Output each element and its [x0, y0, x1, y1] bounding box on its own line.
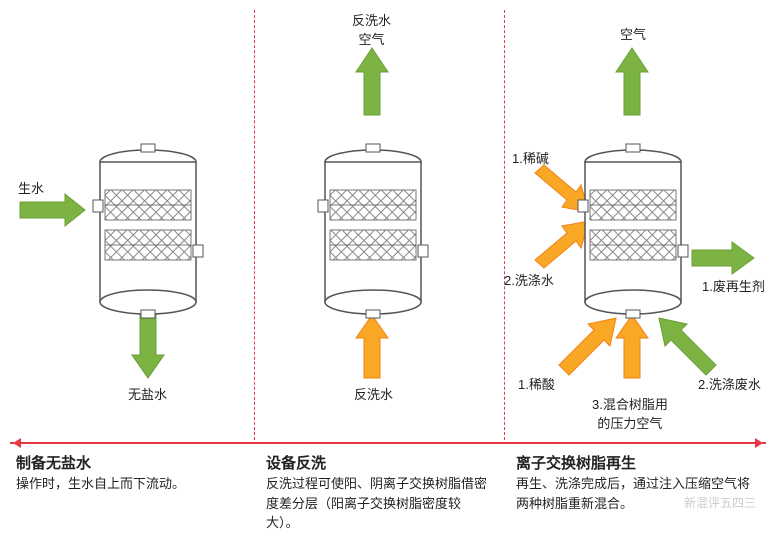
- arrow-bot-in: [356, 315, 388, 378]
- arrow-wash-waste: [659, 318, 716, 375]
- section2-desc: 反洗过程可使阳、阴离子交换树脂借密度差分层（阳离子交换树脂密度较大）。: [266, 474, 491, 533]
- label-inlet: 生水: [18, 178, 44, 197]
- label-wash-waste: 2.洗涤废水: [698, 374, 761, 393]
- section1-title: 制备无盐水: [16, 452, 91, 473]
- arrow-alkali: [535, 165, 589, 212]
- panel-3: 空气 1.稀碱 2.洗涤水 1.废再生剂 1.稀酸 2.洗涤废水 3.混合树脂用…: [504, 0, 776, 440]
- label-acid: 1.稀酸: [518, 374, 555, 393]
- arrow-wash-in: [535, 221, 589, 268]
- label-bot: 反洗水: [354, 384, 393, 403]
- label-top: 反洗水 空气: [352, 10, 391, 48]
- arrow-outlet: [132, 315, 164, 378]
- panel-2: 反洗水 空气 反洗水: [254, 0, 504, 440]
- arrow-acid: [559, 318, 616, 375]
- panel-1: 生水 无盐水: [0, 0, 254, 440]
- arrow-inlet: [20, 194, 85, 226]
- label-outlet: 无盐水: [128, 384, 167, 403]
- label-wash: 2.洗涤水: [504, 270, 554, 289]
- arrow-waste-regen: [692, 242, 754, 274]
- section2-title: 设备反洗: [266, 452, 326, 473]
- section3-title: 离子交换树脂再生: [516, 452, 636, 473]
- label-waste-regen: 1.废再生剂: [702, 276, 765, 295]
- section1-desc: 操作时，生水自上而下流动。: [16, 474, 236, 494]
- panel2-svg: [254, 0, 504, 440]
- arrow-top-out: [356, 48, 388, 115]
- label-alkali: 1.稀碱: [512, 148, 549, 167]
- panel1-svg: [0, 0, 254, 440]
- label-mix-air: 3.混合树脂用 的压力空气: [592, 394, 668, 432]
- label-air: 空气: [620, 24, 646, 43]
- timeline: [10, 442, 766, 444]
- arrow-mix-air: [616, 315, 648, 378]
- arrow-air-out: [616, 48, 648, 115]
- watermark: 新混评五四三: [684, 494, 756, 511]
